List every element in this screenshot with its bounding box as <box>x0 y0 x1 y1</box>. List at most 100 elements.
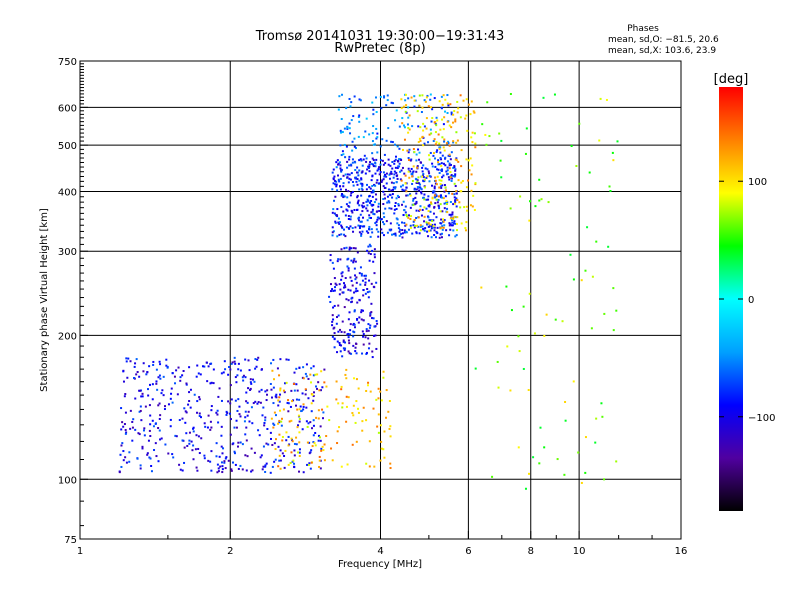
data-point <box>253 380 256 383</box>
data-point <box>375 210 378 213</box>
data-point <box>524 152 527 155</box>
colorbar-tick-label: −100 <box>748 413 775 424</box>
data-point <box>350 209 353 212</box>
data-point <box>390 207 393 210</box>
data-point <box>417 176 420 179</box>
data-point <box>365 389 368 392</box>
data-point <box>148 404 151 407</box>
data-point <box>358 204 361 207</box>
data-point <box>405 230 408 233</box>
data-point <box>419 225 422 228</box>
data-point <box>203 457 206 460</box>
data-point <box>400 232 403 235</box>
data-point <box>346 160 349 163</box>
data-point <box>368 440 371 443</box>
data-point <box>401 221 404 224</box>
data-point <box>391 196 394 199</box>
data-point <box>362 333 365 336</box>
data-point <box>413 188 416 191</box>
data-point <box>448 224 451 227</box>
data-point <box>361 170 364 173</box>
data-point <box>528 472 531 475</box>
data-point <box>375 228 378 231</box>
data-point <box>395 181 398 184</box>
data-point <box>383 186 386 189</box>
data-point <box>365 351 368 354</box>
data-point <box>336 215 339 218</box>
data-point <box>612 159 615 162</box>
data-point <box>462 99 465 102</box>
data-point <box>578 122 581 125</box>
data-point <box>448 167 451 170</box>
data-point <box>221 465 224 468</box>
data-point <box>398 125 401 128</box>
data-point <box>135 373 138 376</box>
data-point <box>350 119 353 122</box>
data-point <box>258 390 261 393</box>
data-point <box>278 396 281 399</box>
data-point <box>145 373 148 376</box>
data-point <box>195 375 198 378</box>
data-point <box>301 392 304 395</box>
data-point <box>289 461 292 464</box>
data-point <box>346 166 349 169</box>
data-point <box>365 160 368 163</box>
data-point <box>182 369 185 372</box>
data-point <box>352 259 355 262</box>
data-point <box>357 116 360 119</box>
data-point <box>438 179 441 182</box>
data-point <box>369 390 372 393</box>
data-point <box>362 343 365 346</box>
data-point <box>293 449 296 452</box>
data-point <box>234 399 237 402</box>
data-point <box>447 176 450 179</box>
data-point <box>359 99 362 102</box>
data-point <box>162 375 165 378</box>
data-point <box>355 180 358 183</box>
data-point <box>392 182 395 185</box>
data-point <box>467 159 470 162</box>
data-point <box>452 121 455 124</box>
data-point <box>369 314 372 317</box>
data-point <box>539 426 542 429</box>
data-point <box>149 435 152 438</box>
data-point <box>430 106 433 109</box>
data-point <box>344 173 347 176</box>
data-point <box>362 335 365 338</box>
data-point <box>413 99 416 102</box>
data-point <box>247 387 250 390</box>
data-point <box>347 181 350 184</box>
data-point <box>252 402 255 405</box>
data-point <box>407 214 410 217</box>
data-point <box>343 349 346 352</box>
data-point <box>391 167 394 170</box>
data-point <box>140 395 143 398</box>
data-point <box>451 211 454 214</box>
data-point <box>343 195 346 198</box>
data-point <box>339 188 342 191</box>
data-point <box>124 432 127 435</box>
data-point <box>345 377 348 380</box>
data-point <box>443 140 446 143</box>
data-point <box>279 389 282 392</box>
data-point <box>368 326 371 329</box>
data-point <box>298 454 301 457</box>
data-point <box>420 111 423 114</box>
x-tick-label: 8 <box>528 546 534 557</box>
data-point <box>485 143 488 146</box>
data-point <box>361 206 364 209</box>
data-point <box>377 230 380 233</box>
data-point <box>397 224 400 227</box>
data-point <box>460 149 463 152</box>
data-point <box>410 226 413 229</box>
data-point <box>455 190 458 193</box>
data-point <box>316 373 319 376</box>
data-point <box>452 113 455 116</box>
data-point <box>433 187 436 190</box>
data-point <box>395 109 398 112</box>
data-point <box>320 370 323 373</box>
data-point <box>404 182 407 185</box>
data-point <box>210 362 213 365</box>
data-point <box>421 208 424 211</box>
data-point <box>313 391 316 394</box>
